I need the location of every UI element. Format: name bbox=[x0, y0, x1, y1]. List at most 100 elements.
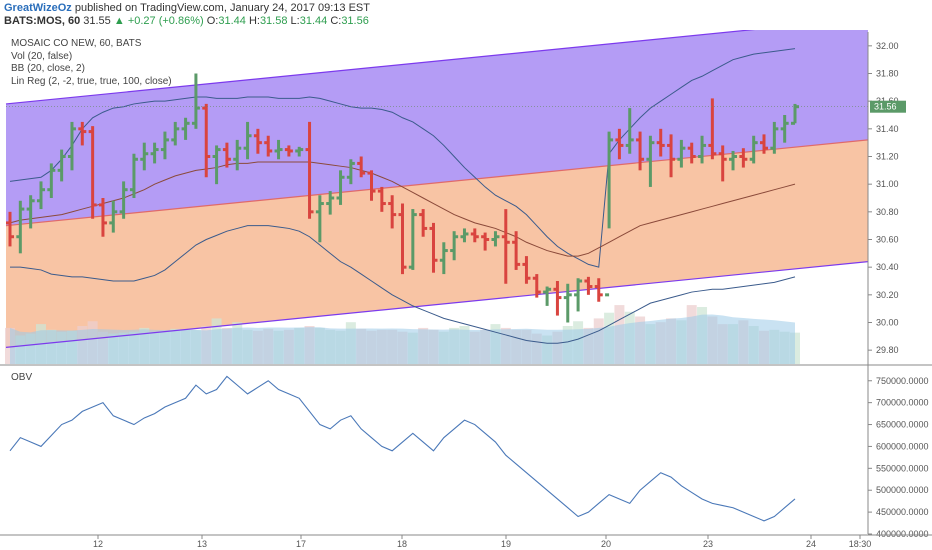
ohlc-bar bbox=[357, 156, 366, 178]
obv-tick-label: 550000.0000 bbox=[876, 463, 929, 473]
price-tick-label: 32.00 bbox=[876, 41, 899, 51]
time-tick-label: 17 bbox=[296, 539, 306, 549]
ohlc-bar bbox=[253, 128, 262, 154]
ohlc-bar bbox=[687, 142, 696, 164]
time-tick-label: 13 bbox=[197, 539, 207, 549]
ohlc-bar bbox=[636, 131, 645, 171]
ohlc-bar bbox=[749, 135, 758, 164]
legend-bb[interactable]: BB (20, close, 2) bbox=[11, 63, 85, 74]
ohlc-bar bbox=[460, 228, 469, 243]
ohlc-bar bbox=[419, 209, 428, 237]
ohlc-bar bbox=[243, 121, 252, 160]
price-change: +0.27 (+0.86%) bbox=[127, 15, 204, 27]
ohlc-bar bbox=[739, 148, 748, 168]
ohlc-bar bbox=[109, 200, 118, 233]
ohlc-bar bbox=[553, 281, 562, 316]
obv-line bbox=[9, 375, 796, 522]
obv-tick-label: 400000.0000 bbox=[876, 529, 929, 539]
bb-basis-line bbox=[9, 161, 796, 257]
ohlc-bar bbox=[646, 135, 655, 187]
ohlc-bar bbox=[450, 231, 459, 261]
ohlc-bar bbox=[429, 222, 438, 273]
ohlc-bar bbox=[326, 191, 335, 215]
price-tick-label: 31.00 bbox=[876, 179, 899, 189]
ohlc-bar bbox=[315, 195, 324, 243]
ohlc-bar bbox=[718, 145, 727, 182]
legend-title[interactable]: MOSAIC CO NEW, 60, BATS bbox=[11, 38, 142, 49]
open-label: O: bbox=[206, 15, 219, 27]
close-value: 31.56 bbox=[341, 15, 369, 27]
time-tick-label: 12 bbox=[93, 539, 103, 549]
ohlc-bar bbox=[78, 121, 87, 146]
ohlc-bar bbox=[119, 181, 128, 219]
legend-vol[interactable]: Vol (20, false) bbox=[11, 50, 73, 62]
linreg-lower-channel bbox=[6, 139, 868, 348]
time-tick-label: 18:30 bbox=[849, 539, 872, 549]
ohlc-bar bbox=[398, 203, 407, 275]
ohlc-bar bbox=[171, 121, 180, 146]
author-name[interactable]: GreatWizeOz bbox=[4, 2, 72, 14]
ohlc-bar bbox=[212, 145, 221, 185]
time-tick-label: 18 bbox=[397, 539, 407, 549]
ohlc-bar bbox=[6, 211, 14, 247]
price-tick-label: 29.80 bbox=[876, 345, 899, 355]
legend-linreg[interactable]: Lin Reg (2, -2, true, true, 100, close) bbox=[11, 75, 172, 87]
ohlc-bar bbox=[233, 139, 242, 171]
indicator-legend: MOSAIC CO NEW, 60, BATS Vol (20, false) … bbox=[11, 38, 172, 88]
obv-tick-label: 750000.0000 bbox=[876, 376, 929, 386]
ohlc-bar bbox=[522, 256, 531, 284]
price-tick-label: 30.40 bbox=[876, 262, 899, 272]
ohlc-bar bbox=[491, 231, 500, 247]
ohlc-bar bbox=[26, 195, 35, 229]
ohlc-bar bbox=[615, 128, 624, 160]
obv-tick-label: 700000.0000 bbox=[876, 398, 929, 408]
ohlc-bar bbox=[532, 274, 541, 298]
ohlc-bar bbox=[264, 135, 273, 157]
ohlc-bar bbox=[543, 286, 552, 306]
ohlc-bar bbox=[160, 131, 169, 160]
price-tick-label: 30.80 bbox=[876, 207, 899, 217]
obv-pane-label[interactable]: OBV bbox=[11, 372, 33, 383]
ohlc-bar bbox=[57, 149, 66, 182]
ohlc-bar bbox=[563, 283, 572, 323]
low-value: 31.44 bbox=[299, 15, 328, 27]
time-tick-label: 19 bbox=[501, 539, 511, 549]
ohlc-bar bbox=[780, 115, 789, 143]
ohlc-bar bbox=[305, 121, 314, 219]
chart-canvas[interactable]: 32.0031.8031.6031.4031.2031.0030.8030.60… bbox=[0, 30, 932, 550]
ohlc-bar bbox=[584, 276, 593, 295]
ohlc-bar bbox=[336, 170, 345, 205]
ohlc-bar bbox=[181, 117, 190, 140]
time-tick-label: 24 bbox=[806, 539, 816, 549]
ohlc-bar bbox=[760, 134, 769, 154]
ohlc-bar bbox=[346, 159, 355, 185]
ohlc-bar bbox=[129, 153, 138, 198]
ohlc-bar bbox=[191, 73, 200, 129]
ohlc-bar bbox=[605, 131, 614, 297]
ohlc-bar bbox=[140, 142, 149, 171]
open-value: 31.44 bbox=[218, 15, 246, 27]
ohlc-bar bbox=[481, 232, 490, 251]
ohlc-bar bbox=[36, 181, 45, 210]
price-tick-label: 30.00 bbox=[876, 318, 899, 328]
price-tick-label: 30.20 bbox=[876, 290, 899, 300]
ohlc-bar bbox=[512, 231, 521, 270]
ohlc-bar bbox=[377, 186, 386, 212]
high-label: H: bbox=[248, 15, 260, 27]
obv-tick-label: 500000.0000 bbox=[876, 485, 929, 495]
close-label: C: bbox=[330, 15, 342, 27]
ohlc-bar bbox=[770, 121, 779, 154]
price-tick-label: 30.60 bbox=[876, 235, 899, 245]
last-price: 31.55 bbox=[83, 15, 111, 27]
ohlc-bar bbox=[625, 108, 634, 154]
ohlc-bar bbox=[274, 139, 283, 160]
ohlc-bar bbox=[150, 142, 159, 164]
low-label: L: bbox=[290, 15, 300, 27]
linreg-upper-line bbox=[5, 30, 756, 105]
ohlc-bar bbox=[656, 128, 665, 157]
volume-ma-area bbox=[10, 314, 795, 364]
price-tick-label: 31.80 bbox=[876, 69, 899, 79]
ohlc-bar bbox=[677, 139, 686, 168]
ohlc-bar bbox=[67, 121, 76, 171]
ohlc-bar bbox=[367, 170, 376, 201]
